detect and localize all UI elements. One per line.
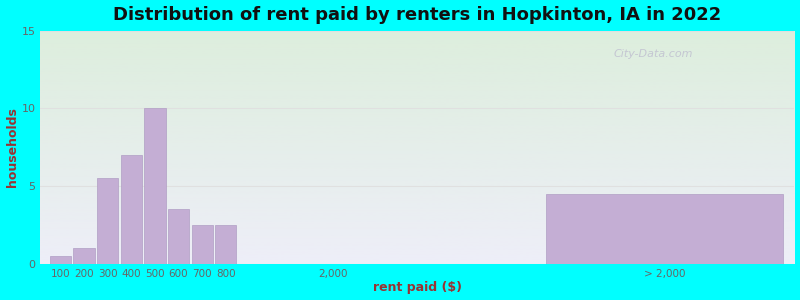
Text: City-Data.com: City-Data.com [614, 49, 693, 59]
Bar [144, 108, 166, 264]
X-axis label: rent paid ($): rent paid ($) [373, 281, 462, 294]
Bar [50, 256, 71, 264]
Bar [121, 155, 142, 264]
Bar [74, 248, 94, 264]
Bar [215, 225, 237, 264]
Y-axis label: households: households [6, 107, 18, 187]
Bar [191, 225, 213, 264]
Title: Distribution of rent paid by renters in Hopkinton, IA in 2022: Distribution of rent paid by renters in … [113, 6, 722, 24]
Bar [97, 178, 118, 264]
Bar [546, 194, 782, 264]
Bar [168, 209, 189, 264]
